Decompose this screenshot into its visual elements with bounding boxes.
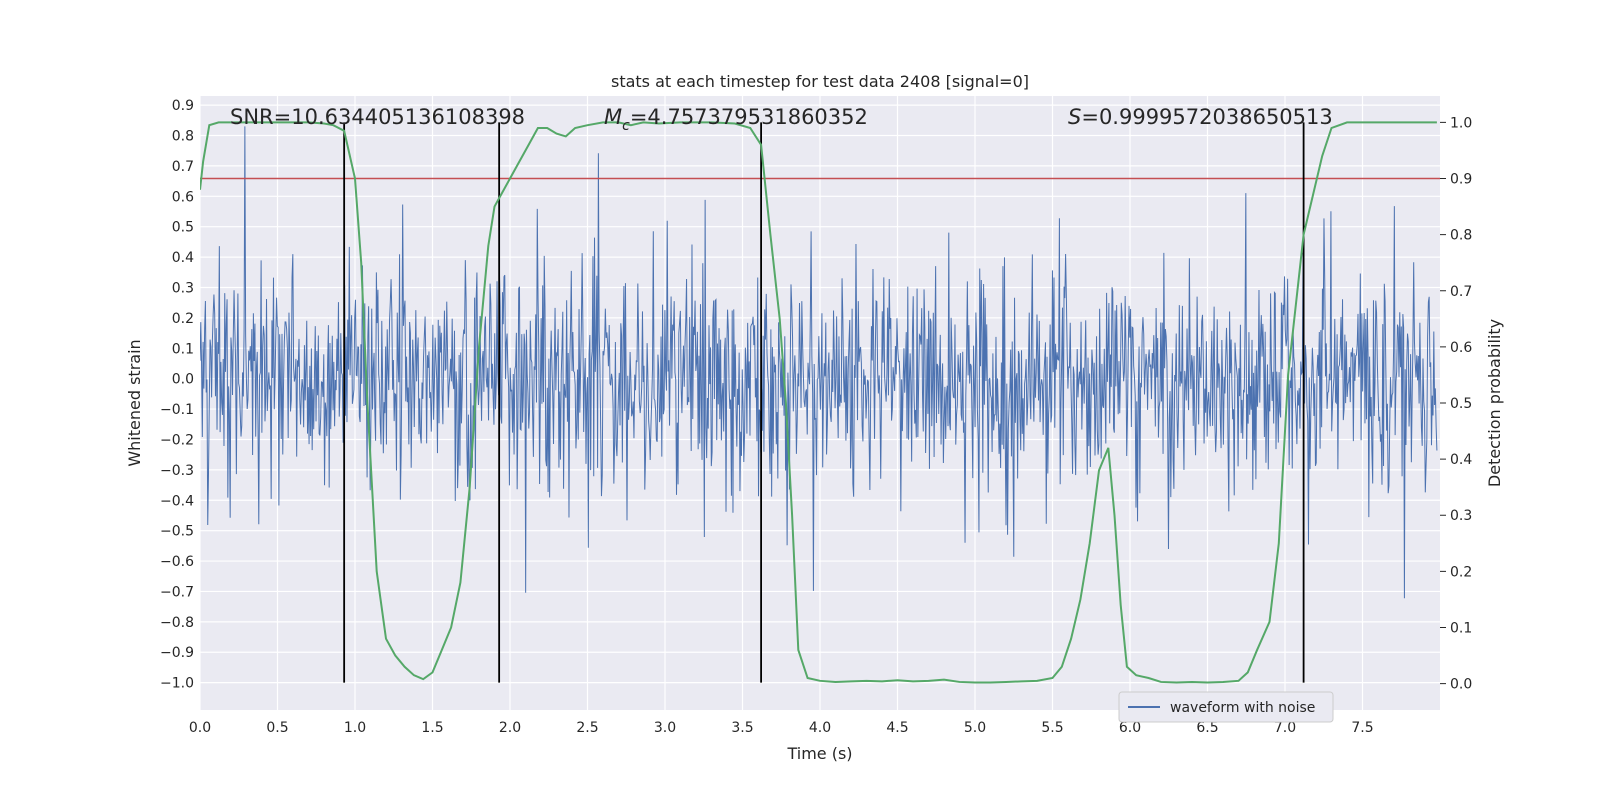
y-tick-label-left: 0.5 <box>172 220 194 236</box>
y-tick-label-right: 0.9 <box>1450 172 1472 188</box>
y-tick-label-left: −0.1 <box>160 402 194 418</box>
y-tick-label-right: 0.7 <box>1450 284 1472 300</box>
annotation-chirp-mass: Mc=4.757379531860352 <box>604 105 868 134</box>
x-tick-label: 7.5 <box>1351 720 1373 736</box>
plot-area <box>200 121 1440 684</box>
y-tick-label-left: 0.2 <box>172 311 194 327</box>
y-tick-label-left: 0.4 <box>172 250 194 266</box>
chart-title: stats at each timestep for test data 240… <box>611 72 1029 91</box>
x-tick-label: 3.0 <box>654 720 676 736</box>
x-tick-label: 6.0 <box>1119 720 1141 736</box>
series-detection-probability <box>200 121 1437 684</box>
y-tick-label-left: 0.3 <box>172 280 194 296</box>
y-tick-label-left: −0.3 <box>160 463 194 479</box>
y-tick-label-right: 0.0 <box>1450 677 1472 693</box>
y-tick-label-right: 0.8 <box>1450 228 1472 244</box>
y-tick-label-right: 1.0 <box>1450 115 1472 131</box>
x-tick-label: 4.5 <box>886 720 908 736</box>
y-tick-label-right: 0.5 <box>1450 396 1472 412</box>
x-tick-label: 3.5 <box>731 720 753 736</box>
legend-box <box>1118 691 1334 723</box>
y-tick-label-left: −0.7 <box>160 584 194 600</box>
x-tick-label: 2.0 <box>499 720 521 736</box>
y-tick-label-left: 0.0 <box>172 372 194 388</box>
y-tick-label-left: 0.1 <box>172 341 194 357</box>
grid-lines <box>199 96 1440 710</box>
x-tick-label: 2.5 <box>576 720 598 736</box>
y-tick-label-left: −1.0 <box>160 676 194 692</box>
x-tick-label: 4.0 <box>809 720 831 736</box>
x-tick-label: 1.5 <box>421 720 443 736</box>
legend-entry-waveform: waveform with noise <box>1170 700 1315 716</box>
y-tick-label-right: 0.3 <box>1450 508 1472 524</box>
annotation-score: S=0.9999572038650513 <box>1068 105 1333 129</box>
x-axis-label: Time (s) <box>786 744 852 763</box>
x-tick-label: 1.0 <box>344 720 366 736</box>
x-tick-label: 0.0 <box>189 720 211 736</box>
x-tick-label: 5.5 <box>1041 720 1063 736</box>
y-axis-label-right: Detection probability <box>1485 319 1504 487</box>
annotation-snr: SNR=10.634405136108398 <box>230 105 525 129</box>
x-tick-label: 0.5 <box>266 720 288 736</box>
y-ticks-left: 0.9 0.8 0.7 0.6 0.5 0.4 0.3 0.2 0.1 0.0 −0.1 −0.2 −0… <box>160 98 194 692</box>
x-tick-label: 5.0 <box>964 720 986 736</box>
y-tick-label-left: −0.2 <box>160 432 194 448</box>
x-ticks: 0.0 0.5 1.0 1.5 2.0 2.5 3.0 3.5 4.0 4.5 5.0 5.5 6.0 6… <box>189 720 1374 736</box>
y-tick-label-right: 0.2 <box>1450 564 1472 580</box>
y-tick-label-right: 0.6 <box>1450 340 1472 356</box>
y-tick-label-left: −0.6 <box>160 554 194 570</box>
x-tick-label: 6.5 <box>1196 720 1218 736</box>
legend: waveform with noise <box>1118 691 1334 723</box>
series-waveform-with-noise <box>200 126 1438 599</box>
x-tick-label: 7.0 <box>1274 720 1296 736</box>
y-axis-label-left: Whitened strain <box>125 339 144 466</box>
y-tick-label-left: 0.8 <box>172 129 194 145</box>
y-tick-label-left: −0.5 <box>160 524 194 540</box>
y-tick-label-left: −0.8 <box>160 615 194 631</box>
y-tick-label-left: −0.4 <box>160 493 194 509</box>
y-tick-label-left: 0.6 <box>172 189 194 205</box>
y-ticks-right: 1.0 0.9 0.8 0.7 0.6 0.5 0.4 0.3 0.2 0.1 0.0 <box>1440 115 1472 693</box>
y-tick-label-left: 0.9 <box>172 98 194 114</box>
vertical-markers <box>343 122 1305 683</box>
y-tick-label-right: 0.4 <box>1450 452 1472 468</box>
y-tick-label-left: 0.7 <box>172 159 194 175</box>
y-tick-label-left: −0.9 <box>160 645 194 661</box>
y-tick-label-right: 0.1 <box>1450 620 1472 636</box>
